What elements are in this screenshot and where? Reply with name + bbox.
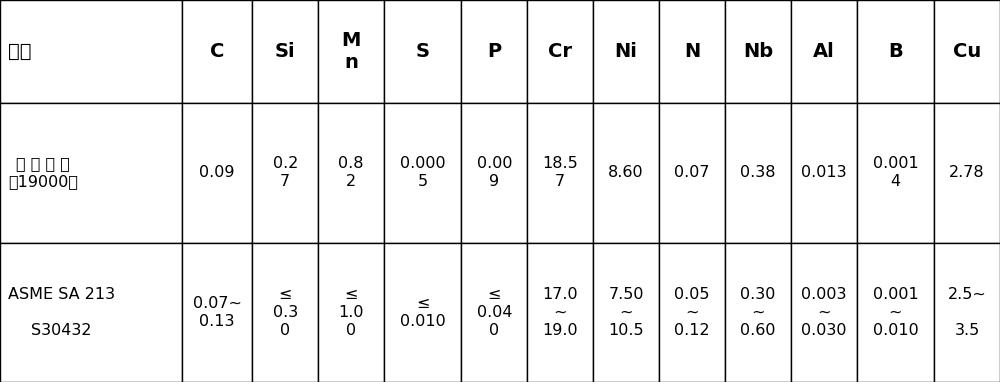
Bar xyxy=(593,243,659,382)
Bar xyxy=(252,0,318,103)
Bar xyxy=(318,103,384,243)
Text: Si: Si xyxy=(275,42,296,61)
Bar xyxy=(725,103,791,243)
Text: 18.5
7: 18.5 7 xyxy=(542,156,578,189)
Text: 0.38: 0.38 xyxy=(740,165,776,180)
Bar xyxy=(725,243,791,382)
Bar xyxy=(659,243,725,382)
Bar xyxy=(593,103,659,243)
Text: 0.09: 0.09 xyxy=(199,165,235,180)
Bar xyxy=(791,0,857,103)
Text: 2.78: 2.78 xyxy=(949,165,985,180)
Text: 元素: 元素 xyxy=(8,42,32,61)
Text: ASME SA 213

S30432: ASME SA 213 S30432 xyxy=(8,287,115,338)
Text: Ni: Ni xyxy=(615,42,638,61)
Bar xyxy=(182,243,252,382)
Bar xyxy=(182,0,252,103)
Text: C: C xyxy=(210,42,224,61)
Bar xyxy=(0,0,182,103)
Text: 0.8
2: 0.8 2 xyxy=(338,156,364,189)
Bar xyxy=(461,103,527,243)
Bar xyxy=(318,243,384,382)
Bar xyxy=(857,243,934,382)
Bar xyxy=(857,0,934,103)
Text: ≤
1.0
0: ≤ 1.0 0 xyxy=(338,287,364,338)
Bar xyxy=(527,0,593,103)
Text: 0.00
9: 0.00 9 xyxy=(477,156,512,189)
Bar xyxy=(527,243,593,382)
Text: ≤
0.3
0: ≤ 0.3 0 xyxy=(273,287,298,338)
Bar xyxy=(659,103,725,243)
Text: 0.000
5: 0.000 5 xyxy=(400,156,446,189)
Text: M
n: M n xyxy=(341,31,361,73)
Text: 0.07~
0.13: 0.07~ 0.13 xyxy=(193,296,242,329)
Text: S: S xyxy=(416,42,430,61)
Bar xyxy=(857,103,934,243)
Text: 0.07: 0.07 xyxy=(674,165,710,180)
Text: Nb: Nb xyxy=(743,42,773,61)
Text: 2.5~

3.5: 2.5~ 3.5 xyxy=(948,287,986,338)
Bar xyxy=(791,243,857,382)
Text: B: B xyxy=(888,42,903,61)
Text: 0.001
4: 0.001 4 xyxy=(873,156,918,189)
Text: Cu: Cu xyxy=(953,42,981,61)
Bar xyxy=(934,243,1000,382)
Text: Cr: Cr xyxy=(548,42,572,61)
Bar xyxy=(725,0,791,103)
Bar xyxy=(252,243,318,382)
Text: 0.003
~
0.030: 0.003 ~ 0.030 xyxy=(801,287,847,338)
Bar xyxy=(934,103,1000,243)
Text: 0.30
~
0.60: 0.30 ~ 0.60 xyxy=(740,287,776,338)
Text: 0.2
7: 0.2 7 xyxy=(273,156,298,189)
Text: 0.05
~
0.12: 0.05 ~ 0.12 xyxy=(674,287,710,338)
Text: ≤
0.010: ≤ 0.010 xyxy=(400,296,446,329)
Bar xyxy=(0,103,182,243)
Bar xyxy=(384,0,461,103)
Bar xyxy=(934,0,1000,103)
Text: P: P xyxy=(487,42,501,61)
Bar xyxy=(182,103,252,243)
Bar xyxy=(384,243,461,382)
Text: 17.0
~
19.0: 17.0 ~ 19.0 xyxy=(542,287,578,338)
Bar xyxy=(527,103,593,243)
Text: ≤
0.04
0: ≤ 0.04 0 xyxy=(477,287,512,338)
Text: 7.50
~
10.5: 7.50 ~ 10.5 xyxy=(608,287,644,338)
Bar xyxy=(791,103,857,243)
Bar xyxy=(461,0,527,103)
Text: N: N xyxy=(684,42,700,61)
Bar xyxy=(461,243,527,382)
Bar xyxy=(384,103,461,243)
Text: Al: Al xyxy=(813,42,835,61)
Bar xyxy=(659,0,725,103)
Bar xyxy=(593,0,659,103)
Text: 0.013: 0.013 xyxy=(801,165,847,180)
Text: 0.001
~
0.010: 0.001 ~ 0.010 xyxy=(873,287,918,338)
Bar xyxy=(252,103,318,243)
Text: 8.60: 8.60 xyxy=(608,165,644,180)
Text: 高 温 服 役
（19000）: 高 温 服 役 （19000） xyxy=(8,156,78,189)
Bar xyxy=(318,0,384,103)
Bar xyxy=(0,243,182,382)
